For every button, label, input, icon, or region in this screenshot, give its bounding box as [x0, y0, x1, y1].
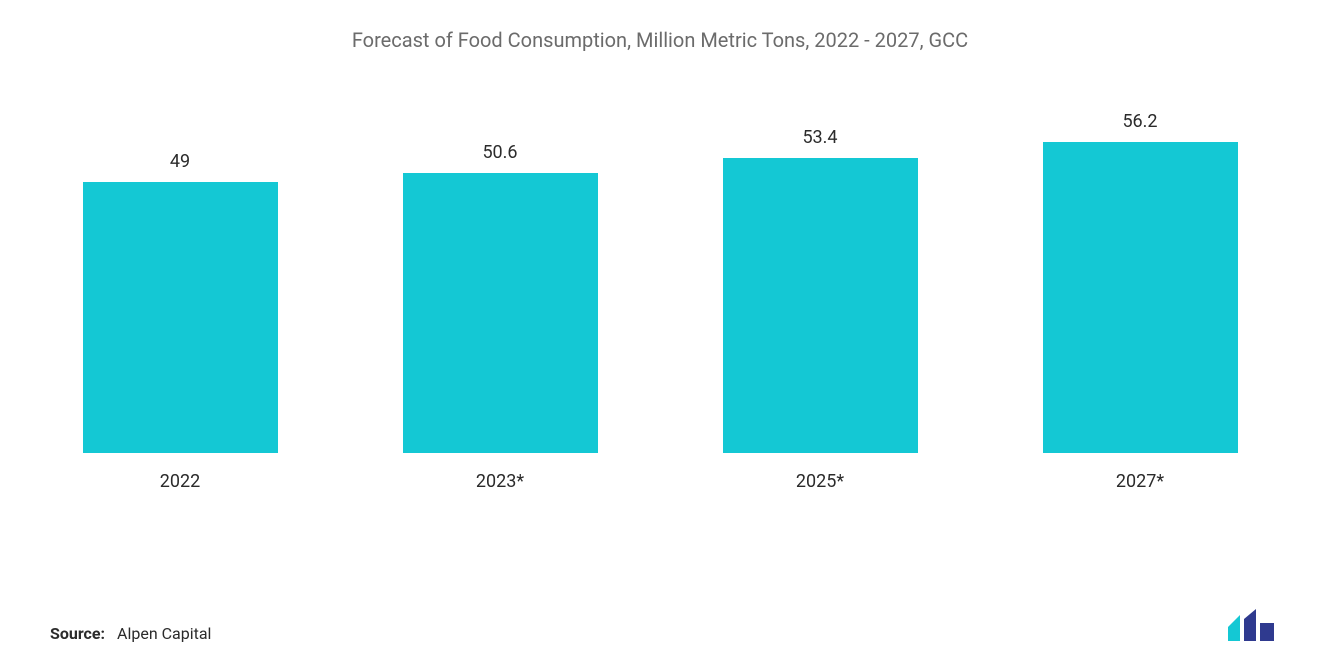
bar-2 [723, 158, 918, 453]
plot-area: 49 2022 50.6 2023* 53.4 2025* 56.2 2027* [0, 62, 1320, 579]
x-label-1: 2023* [476, 471, 524, 492]
logo-bar-2 [1244, 609, 1256, 641]
source-value: Alpen Capital [117, 624, 211, 643]
bar-3 [1043, 142, 1238, 453]
chart-title: Forecast of Food Consumption, Million Me… [0, 0, 1320, 62]
x-label-3: 2027* [1116, 471, 1164, 492]
brand-logo-icon [1226, 609, 1280, 643]
bar-0 [83, 182, 278, 453]
bar-value-2: 53.4 [802, 127, 837, 148]
logo-bar-3 [1260, 623, 1274, 641]
footer: Source: Alpen Capital [0, 579, 1320, 665]
bar-value-1: 50.6 [482, 142, 517, 163]
chart-container: Forecast of Food Consumption, Million Me… [0, 0, 1320, 665]
source-line: Source: Alpen Capital [50, 624, 211, 643]
bar-value-0: 49 [170, 151, 190, 172]
source-label: Source: [50, 624, 105, 643]
bars-row: 49 2022 50.6 2023* 53.4 2025* 56.2 2027* [60, 62, 1260, 492]
bar-group-3: 56.2 2027* [1030, 111, 1250, 492]
bar-group-1: 50.6 2023* [390, 142, 610, 492]
bar-value-3: 56.2 [1122, 111, 1157, 132]
x-label-0: 2022 [160, 471, 200, 492]
bar-group-2: 53.4 2025* [710, 127, 930, 492]
bar-1 [403, 173, 598, 453]
logo-bar-1 [1228, 615, 1240, 641]
bar-group-0: 49 2022 [70, 151, 290, 492]
x-label-2: 2025* [796, 471, 844, 492]
